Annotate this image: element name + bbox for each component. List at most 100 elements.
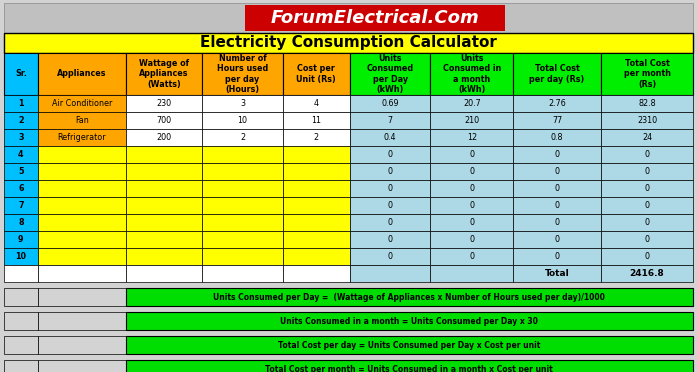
Bar [431, 53, 513, 95]
Text: 700: 700 [156, 116, 171, 125]
Text: Units Consumed per Day =  (Wattage of Appliances x Number of Hours used per day): Units Consumed per Day = (Wattage of App… [213, 292, 605, 301]
Text: 0.8: 0.8 [551, 133, 563, 142]
Bar [350, 112, 431, 129]
Bar [350, 129, 431, 146]
Text: Total: Total [545, 269, 569, 278]
Text: 0: 0 [645, 201, 650, 210]
Text: 0: 0 [469, 252, 474, 261]
Bar [125, 163, 202, 180]
Text: 7: 7 [18, 201, 24, 210]
Text: Sr.: Sr. [15, 70, 26, 78]
Text: 0: 0 [469, 184, 474, 193]
Bar [125, 53, 202, 95]
Text: 0.4: 0.4 [384, 133, 397, 142]
Text: 3: 3 [240, 99, 245, 108]
Bar [431, 248, 513, 265]
Bar [4, 360, 38, 372]
Text: 0: 0 [388, 252, 392, 261]
Bar [283, 180, 350, 197]
Bar [202, 163, 283, 180]
Bar [431, 214, 513, 231]
Bar [431, 146, 513, 163]
Bar [202, 214, 283, 231]
Text: 2: 2 [240, 133, 245, 142]
Bar [4, 336, 38, 354]
Bar [125, 180, 202, 197]
Bar [601, 53, 693, 95]
Bar [283, 214, 350, 231]
Bar [513, 163, 601, 180]
Bar [4, 180, 38, 197]
Text: Units Consumed in a month = Units Consumed per Day x 30: Units Consumed in a month = Units Consum… [280, 317, 538, 326]
Bar [431, 265, 513, 282]
Bar [4, 112, 38, 129]
Bar [431, 197, 513, 214]
Bar [431, 95, 513, 112]
Text: 7: 7 [388, 116, 393, 125]
Text: Units
Consumed
per Day
(kWh): Units Consumed per Day (kWh) [367, 54, 414, 94]
Bar [202, 146, 283, 163]
Bar [283, 265, 350, 282]
Text: Number of
Hours used
per day
(Hours): Number of Hours used per day (Hours) [217, 54, 268, 94]
Text: 0.69: 0.69 [381, 99, 399, 108]
Text: 12: 12 [467, 133, 477, 142]
Bar [4, 3, 693, 33]
Bar [513, 180, 601, 197]
Bar [125, 112, 202, 129]
Bar [513, 248, 601, 265]
Text: 4: 4 [18, 150, 24, 159]
Text: 0: 0 [469, 150, 474, 159]
Bar [4, 95, 38, 112]
Bar [601, 180, 693, 197]
Bar [125, 95, 202, 112]
Bar [38, 336, 125, 354]
Text: 0: 0 [469, 201, 474, 210]
Bar [513, 214, 601, 231]
Text: 210: 210 [464, 116, 480, 125]
Text: Electricity Consumption Calculator: Electricity Consumption Calculator [200, 35, 497, 51]
Text: 2416.8: 2416.8 [629, 269, 664, 278]
Text: 0: 0 [388, 150, 392, 159]
Bar [38, 146, 125, 163]
Bar [283, 197, 350, 214]
Bar [601, 197, 693, 214]
Bar [202, 231, 283, 248]
Bar [283, 53, 350, 95]
Bar [283, 146, 350, 163]
Text: 0: 0 [388, 235, 392, 244]
Bar [202, 53, 283, 95]
Bar [513, 265, 601, 282]
Text: Air Conditioner: Air Conditioner [52, 99, 112, 108]
Bar [350, 163, 431, 180]
Bar [202, 197, 283, 214]
Bar [38, 53, 125, 95]
Bar [4, 288, 38, 306]
Text: 0: 0 [645, 150, 650, 159]
Text: 230: 230 [156, 99, 171, 108]
Text: 0: 0 [388, 201, 392, 210]
Bar [202, 180, 283, 197]
Bar [125, 336, 693, 354]
Bar [125, 248, 202, 265]
Bar [202, 129, 283, 146]
Text: 0: 0 [469, 235, 474, 244]
Bar [513, 129, 601, 146]
Bar [38, 288, 125, 306]
Text: 0: 0 [555, 235, 560, 244]
Text: 0: 0 [555, 150, 560, 159]
Bar [38, 265, 125, 282]
Bar [38, 95, 125, 112]
Bar [125, 146, 202, 163]
Text: 8: 8 [18, 218, 24, 227]
Text: 9: 9 [18, 235, 24, 244]
Bar [350, 197, 431, 214]
Bar [38, 312, 125, 330]
Text: 0: 0 [645, 235, 650, 244]
Text: 3: 3 [18, 133, 24, 142]
Bar [4, 231, 38, 248]
Bar [125, 288, 693, 306]
Bar [38, 248, 125, 265]
Text: 77: 77 [552, 116, 562, 125]
Bar [38, 214, 125, 231]
Text: 0: 0 [555, 218, 560, 227]
